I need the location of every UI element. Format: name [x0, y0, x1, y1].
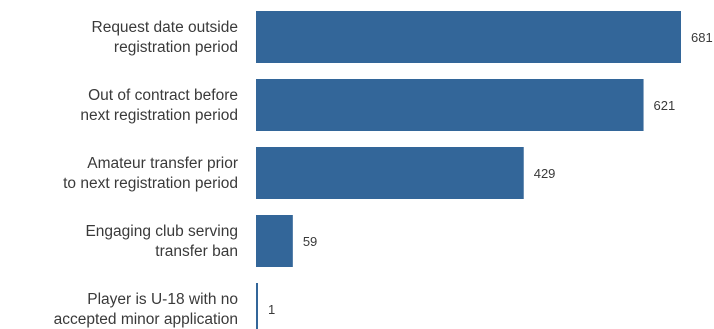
category-label-line: Player is U-18 with no [87, 291, 238, 308]
bar-0 [256, 11, 681, 63]
category-label-line: next registration period [80, 107, 238, 124]
bars [256, 11, 681, 329]
category-label-line: Out of contract before [88, 87, 238, 104]
value-label-2: 429 [534, 166, 556, 181]
category-label-line: Amateur transfer prior [87, 155, 238, 172]
bar-3 [256, 215, 293, 267]
category-labels: Request date outside registration period O… [54, 19, 238, 328]
bar-2 [256, 147, 524, 199]
value-labels: 681 621 429 59 1 [268, 30, 713, 317]
value-label-1: 621 [654, 98, 676, 113]
value-label-0: 681 [691, 30, 713, 45]
category-label-line: to next registration period [63, 175, 238, 192]
value-label-4: 1 [268, 302, 275, 317]
category-label-line: Request date outside [92, 19, 239, 36]
category-label-2: Amateur transfer prior to next registrati… [63, 155, 238, 192]
category-label-line: registration period [114, 39, 238, 56]
category-label-3: Engaging club serving transfer ban [85, 223, 238, 260]
category-label-line: transfer ban [155, 243, 238, 260]
category-label-line: accepted minor application [54, 311, 238, 328]
bar-1 [256, 79, 644, 131]
category-label-4: Player is U-18 with no accepted minor app… [54, 291, 238, 328]
category-label-0: Request date outside registration period [92, 19, 239, 56]
bar-4 [256, 283, 258, 329]
category-label-line: Engaging club serving [85, 223, 238, 240]
category-label-1: Out of contract before next registration … [80, 87, 238, 124]
value-label-3: 59 [303, 234, 317, 249]
